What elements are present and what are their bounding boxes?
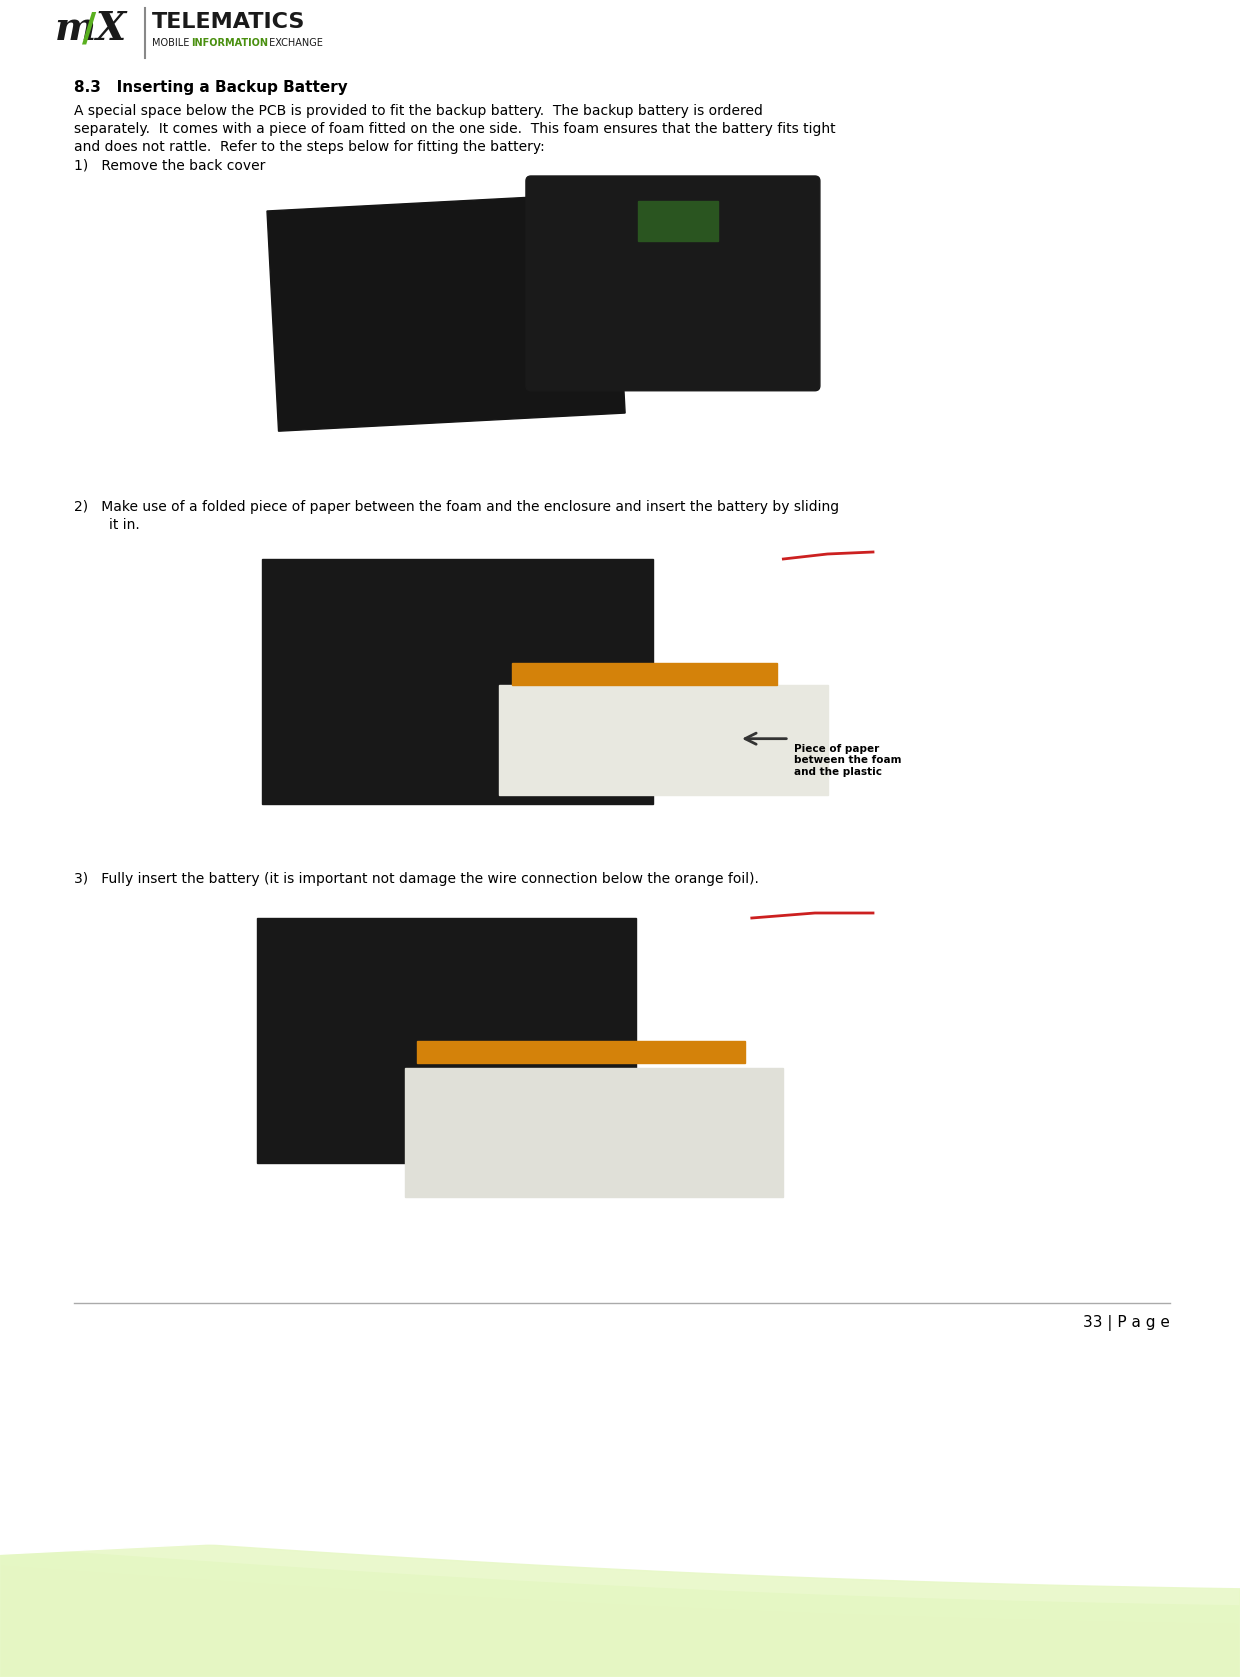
Bar [257,917,636,1162]
Text: 1)   Remove the back cover: 1) Remove the back cover [74,158,265,173]
Bar [247,171,878,486]
Text: separately.  It comes with a piece of foam fitted on the one side.  This foam en: separately. It comes with a piece of foa… [74,122,836,136]
Text: EXCHANGE: EXCHANGE [267,39,322,49]
Text: m: m [55,10,97,49]
Bar [0,0,1240,57]
Text: 33 | P a g e: 33 | P a g e [1083,1315,1171,1332]
Text: 2)   Make use of a folded piece of paper between the foam and the enclosure and : 2) Make use of a folded piece of paper b… [74,500,839,513]
Bar [404,1068,784,1197]
Text: 3)   Fully insert the battery (it is important not damage the wire connection be: 3) Fully insert the battery (it is impor… [74,872,759,885]
Bar [418,1041,745,1063]
Bar [639,201,718,241]
Text: 8.3   Inserting a Backup Battery: 8.3 Inserting a Backup Battery [74,80,347,96]
Bar [267,193,625,431]
Text: Piece of paper
between the foam
and the plastic: Piece of paper between the foam and the … [794,743,901,776]
Bar [512,664,777,686]
Text: and does not rattle.  Refer to the steps below for fitting the battery:: and does not rattle. Refer to the steps … [74,139,544,154]
Bar [247,329,878,486]
Bar [247,543,878,859]
Text: A special space below the PCB is provided to fit the backup battery.  The backup: A special space below the PCB is provide… [74,104,763,117]
Bar [247,897,878,1238]
FancyBboxPatch shape [526,176,820,391]
Text: TELEMATICS: TELEMATICS [153,12,305,32]
Text: MOBILE: MOBILE [153,39,192,49]
Bar [262,558,653,803]
Text: X: X [95,10,125,49]
Bar [0,0,1240,69]
Text: INFORMATION: INFORMATION [191,39,268,49]
Bar [500,686,827,795]
Text: it in.: it in. [74,518,140,532]
FancyArrowPatch shape [745,733,786,745]
Text: /: / [82,10,97,49]
